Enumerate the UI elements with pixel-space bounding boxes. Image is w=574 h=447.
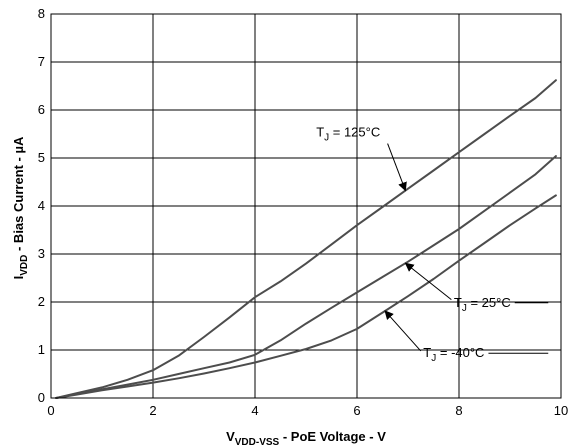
- series-label-value: = -40°C: [436, 345, 484, 360]
- y-axis-title-main: I: [11, 276, 26, 280]
- x-tick-label: 8: [455, 403, 462, 418]
- series-line-2: [55, 194, 557, 399]
- x-tick-label: 0: [47, 403, 54, 418]
- series-label-1: TJ = 25°C: [454, 295, 511, 314]
- series-annotation-arrow-0: [387, 143, 407, 192]
- y-tick-label: 6: [38, 102, 45, 117]
- series-label-value: = 125°C: [329, 124, 380, 139]
- y-tick-label: 8: [38, 6, 45, 21]
- y-tick-label: 2: [38, 294, 45, 309]
- series-layer: [55, 79, 557, 399]
- series-annotation-arrow-2: [384, 310, 422, 352]
- y-axis-title-subscript: VDD: [19, 255, 30, 276]
- grid-lines: [50, 13, 562, 399]
- y-tick-label: 1: [38, 342, 45, 357]
- y-tick-label: 5: [38, 150, 45, 165]
- x-axis-title-main: V: [226, 429, 235, 444]
- series-label-subscript: J: [431, 353, 436, 364]
- x-tick-label: 6: [353, 403, 360, 418]
- y-tick-label: 4: [38, 198, 45, 213]
- series-annotation-arrow-1: [404, 262, 452, 300]
- y-tick-label: 3: [38, 246, 45, 261]
- series-line-0: [55, 79, 557, 399]
- y-tick-label: 7: [38, 54, 45, 69]
- x-tick-labels: 0 2 4 6 8 10: [47, 403, 568, 418]
- x-tick-label: 2: [149, 403, 156, 418]
- x-axis-title-subscript: VDD-VSS: [235, 437, 280, 447]
- series-label-subscript: J: [324, 132, 329, 143]
- series-line-1: [55, 155, 557, 399]
- x-tick-label: 10: [554, 403, 568, 418]
- y-tick-label: 0: [38, 390, 45, 405]
- series-label-subscript: J: [462, 303, 467, 314]
- plot-frame: [50, 13, 562, 399]
- series-label-t: T: [316, 124, 324, 139]
- x-tick-label: 4: [251, 403, 258, 418]
- series-label-t: T: [454, 295, 462, 310]
- series-label-2: TJ = -40°C: [423, 345, 484, 364]
- y-axis-title: IVDD - Bias Current - µA: [11, 136, 30, 279]
- x-axis-title-rest: - PoE Voltage - V: [279, 429, 386, 444]
- y-tick-labels: 0 1 2 3 4 5 6 7 8: [38, 6, 45, 405]
- series-label-t: T: [423, 345, 431, 360]
- series-annotations: TJ = 125°CTJ = 25°CTJ = -40°C: [316, 124, 549, 364]
- series-label-0: TJ = 125°C: [316, 124, 380, 143]
- x-axis-title: VVDD-VSS - PoE Voltage - V: [226, 429, 386, 447]
- series-label-value: = 25°C: [467, 295, 511, 310]
- y-axis-title-rest: - Bias Current - µA: [11, 136, 26, 255]
